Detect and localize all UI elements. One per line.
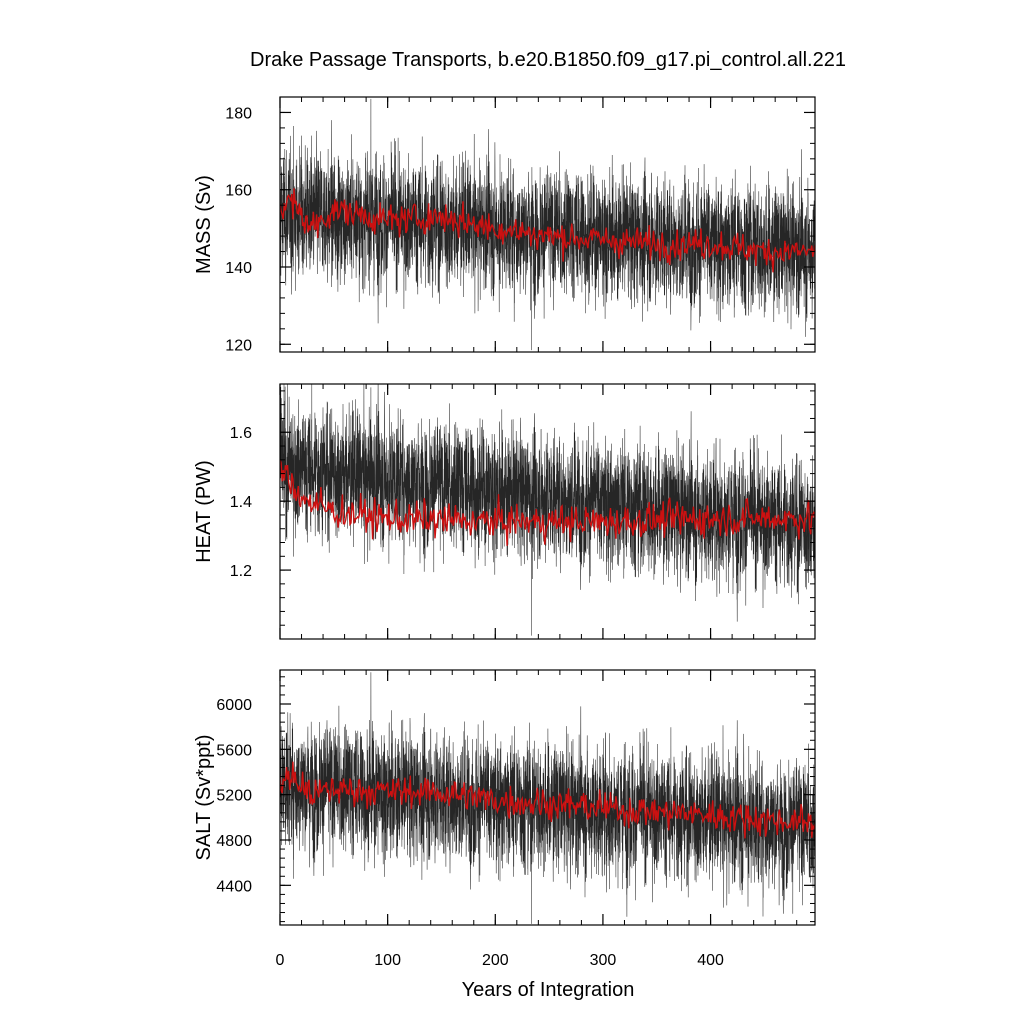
panel-2: 1.2 1.4 1.6 HEAT (PW) <box>193 383 816 640</box>
plot-frame <box>279 96 816 353</box>
y-tick-label: 5600 <box>216 742 252 759</box>
series-group <box>280 98 815 351</box>
y-tick-label: 6000 <box>216 697 252 714</box>
y-tick-label: 180 <box>225 105 252 122</box>
x-tick-label: 0 <box>276 952 285 969</box>
y-tick-label: 4800 <box>216 833 252 850</box>
y-tick-label: 160 <box>225 183 252 200</box>
y-axis-label: HEAT (PW) <box>193 460 215 563</box>
panel-1: 120 140 160 180 MASS (Sv) <box>193 96 816 354</box>
y-tick-label: 120 <box>225 337 252 354</box>
y-tick-label: 1.6 <box>230 425 252 442</box>
y-tick-label: 1.4 <box>230 494 252 511</box>
x-tick-label: 200 <box>482 952 509 969</box>
series-group <box>280 672 815 924</box>
x-axis-label: Years of Integration <box>462 979 635 1001</box>
y-axis-label: MASS (Sv) <box>193 175 215 274</box>
plot-frame <box>279 383 816 640</box>
annual-series-line <box>280 761 815 839</box>
y-tick-label: 5200 <box>216 788 252 805</box>
x-tick-label: 400 <box>697 952 724 969</box>
y-axis-label: SALT (Sv*ppt) <box>193 735 215 861</box>
plot-frame <box>279 669 816 926</box>
y-tick-label: 4400 <box>216 878 252 895</box>
y-tick-label: 140 <box>225 260 252 277</box>
annual-series-line <box>280 459 815 546</box>
panel-3: 4400 4800 5200 5600 6000 SALT (Sv*ppt) <box>193 669 816 926</box>
monthly-series-line <box>280 672 815 924</box>
y-tick-label: 1.2 <box>230 563 252 580</box>
series-group <box>280 384 815 636</box>
monthly-series-line <box>280 384 815 636</box>
panels-layer: 120 140 160 180 MASS (Sv) 1.2 1.4 1.6 HEAT (PW) 4… <box>193 96 816 969</box>
monthly-series-line <box>280 98 815 351</box>
x-tick-label: 100 <box>374 952 401 969</box>
annual-series-line <box>280 188 815 273</box>
x-tick-label: 300 <box>590 952 617 969</box>
chart-title: Drake Passage Transports, b.e20.B1850.f0… <box>250 49 846 71</box>
